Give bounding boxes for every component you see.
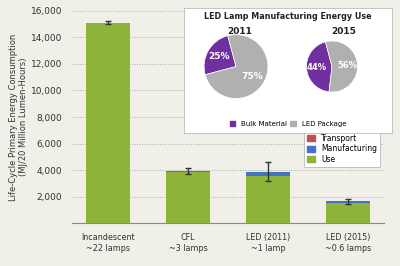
Bar [166, 172, 210, 223]
Text: 56%: 56% [337, 61, 357, 70]
Text: 2015: 2015 [332, 27, 356, 36]
Text: 75%: 75% [242, 72, 263, 81]
Bar [246, 176, 290, 223]
Text: 44%: 44% [307, 63, 327, 72]
Legend: Bulk Material, LED Package: Bulk Material, LED Package [228, 119, 348, 128]
Text: 2011: 2011 [228, 27, 252, 36]
Bar [326, 202, 370, 203]
Wedge shape [325, 41, 358, 92]
Bar [86, 23, 130, 223]
Wedge shape [306, 42, 332, 92]
Text: 25%: 25% [209, 52, 230, 61]
Bar [246, 172, 290, 176]
Bar [166, 171, 210, 172]
Bar [326, 203, 370, 223]
Wedge shape [204, 36, 236, 75]
Y-axis label: Life-Cycle Primary Energy Consumption
(MJ/20 Million Lumen-Hours): Life-Cycle Primary Energy Consumption (M… [8, 34, 28, 201]
Wedge shape [205, 35, 268, 98]
Text: LED Lamp Manufacturing Energy Use: LED Lamp Manufacturing Energy Use [204, 12, 372, 21]
Legend: Transport, Manufacturing, Use: Transport, Manufacturing, Use [304, 131, 380, 167]
